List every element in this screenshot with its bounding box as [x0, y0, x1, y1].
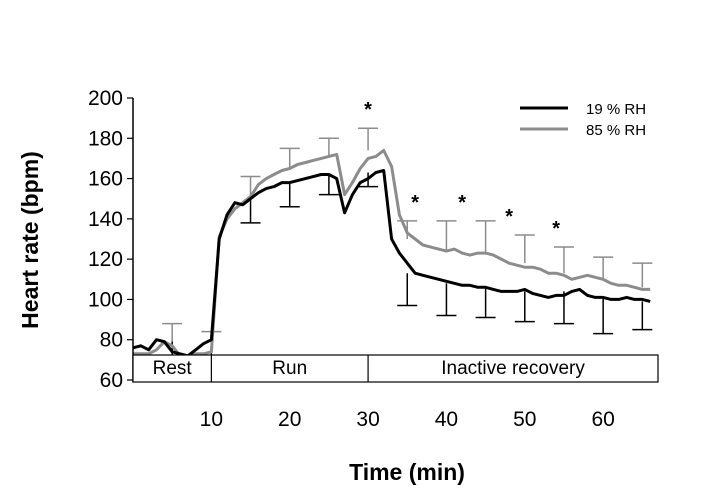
x-axis-title: Time (min) [349, 459, 465, 485]
legend-label: 85 % RH [586, 122, 646, 139]
y-tick-label: 200 [88, 87, 123, 110]
x-tick-label: 60 [591, 408, 614, 431]
y-tick-label: 120 [88, 248, 123, 271]
y-tick-label: 160 [88, 168, 123, 191]
axes: 60 80 100 120 140 160 180 200 10 20 30 40 50 60 [88, 87, 615, 431]
significance-star: * [552, 218, 560, 240]
y-tick-label: 80 [100, 329, 123, 352]
series-lines [132, 148, 651, 358]
phase-label: Run [272, 358, 307, 379]
legend: 19 % RH 85 % RH [520, 101, 646, 139]
significance-star: * [411, 192, 419, 214]
legend-label: 19 % RH [586, 101, 646, 118]
series-line-19rh [132, 169, 651, 358]
significance-star: * [364, 99, 372, 121]
y-tick-label: 60 [100, 369, 123, 392]
significance-star: * [458, 192, 466, 214]
y-tick-label: 180 [88, 127, 123, 150]
phase-label: Rest [153, 358, 193, 379]
x-tick-label: 50 [513, 408, 536, 431]
phase-bar: Rest Run Inactive recovery [132, 354, 659, 383]
x-tick-label: 40 [435, 408, 458, 431]
y-axis-title: Heart rate (bpm) [17, 151, 43, 329]
significance-star: * [505, 206, 513, 228]
x-tick-label: 30 [356, 408, 379, 431]
x-tick-label: 20 [278, 408, 301, 431]
x-tick-label: 10 [200, 408, 223, 431]
phase-bar-frame [132, 354, 659, 383]
series-line-85rh [133, 148, 651, 358]
y-tick-label: 100 [88, 288, 123, 311]
y-tick-label: 140 [88, 208, 123, 231]
significance-markers: * * * * * [364, 99, 560, 240]
phase-label: Inactive recovery [441, 358, 585, 379]
error-bars [162, 127, 653, 357]
